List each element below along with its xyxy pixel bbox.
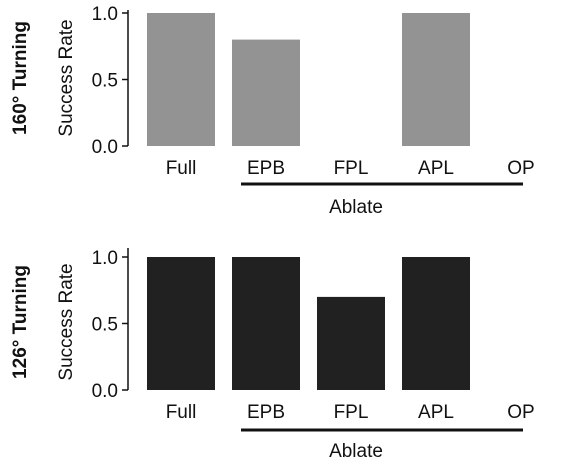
x-tick-label: FPL [334, 158, 369, 179]
bar-fpl [317, 296, 385, 390]
bar-apl [402, 13, 470, 146]
chart-panel-126: 126° Turning Success Rate 0.0 0.5 1.0 Full… [10, 248, 535, 461]
x-tick-label: OP [507, 402, 534, 423]
y-tick-label: 1.0 [92, 248, 118, 269]
row-label: 160° Turning [10, 21, 31, 135]
x-tick-label: Full [166, 158, 197, 179]
bar-apl [402, 257, 470, 390]
bar-epb [232, 257, 300, 390]
x-axis-label: Ablate [329, 441, 383, 461]
bar-epb [232, 39, 300, 146]
x-ticks: Full EPB FPL APL OP [166, 402, 535, 423]
chart-panel-160: 160° Turning Success Rate 0.0 0.5 1.0 Full… [10, 4, 535, 218]
y-ticks: 0.0 0.5 1.0 [92, 4, 128, 158]
bar-full [147, 257, 215, 390]
row-label: 126° Turning [10, 265, 31, 379]
y-tick-label: 0.0 [92, 381, 118, 402]
y-axis-label: Success Rate [56, 263, 77, 380]
bar-full [147, 13, 215, 146]
x-tick-label: FPL [334, 402, 369, 423]
y-tick-label: 0.5 [92, 315, 118, 336]
y-ticks: 0.0 0.5 1.0 [92, 248, 128, 402]
x-tick-label: APL [418, 402, 454, 423]
x-ticks: Full EPB FPL APL OP [166, 158, 535, 179]
y-axis-label: Success Rate [56, 19, 77, 136]
bars [147, 257, 470, 390]
y-tick-label: 0.0 [92, 137, 118, 158]
bars [147, 13, 470, 146]
x-tick-label: Full [166, 402, 197, 423]
x-tick-label: APL [418, 158, 454, 179]
y-tick-label: 1.0 [92, 4, 118, 25]
y-tick-label: 0.5 [92, 71, 118, 92]
x-tick-label: EPB [247, 158, 285, 179]
x-tick-label: EPB [247, 402, 285, 423]
x-axis-label: Ablate [329, 197, 383, 218]
x-tick-label: OP [507, 158, 534, 179]
